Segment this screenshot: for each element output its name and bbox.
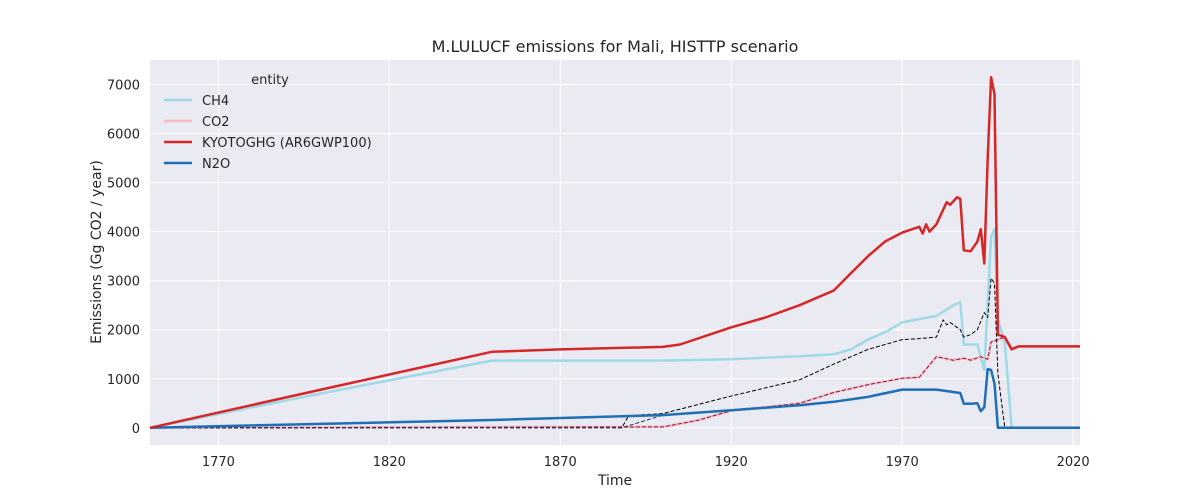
legend-label: N2O [202,157,230,172]
x-axis-label: Time [597,473,632,489]
x-tick-label: 1770 [202,455,235,470]
x-tick-label: 1870 [544,455,577,470]
series-lines [149,75,1080,430]
x-tick-label: 1970 [886,455,919,470]
legend: entity CH4 CO2 KYOTOGHG (AR6GWP100) N2O [164,73,372,172]
y-tick-label: 0 [132,422,140,437]
x-tick-label: 1920 [715,455,748,470]
legend-title: entity [251,73,289,88]
reference-dashed-line [150,277,1080,429]
legend-label: KYOTOGHG (AR6GWP100) [202,136,372,151]
y-tick-label: 3000 [107,275,140,290]
y-tick-label: 7000 [107,79,140,94]
series-line-kyotoghg-ar6gwp100 [149,75,1080,430]
y-tick-label: 1000 [107,373,140,388]
x-tick-label: 1820 [373,455,406,470]
x-tick-label: 2020 [1057,455,1090,470]
y-axis-label: Emissions (Gg CO2 / year) [89,160,105,344]
y-tick-label: 4000 [107,226,140,241]
y-tick-label: 6000 [107,128,140,143]
legend-label: CH4 [202,94,229,109]
legend-label: CO2 [202,115,230,130]
grid [150,60,1080,445]
y-tick-label: 2000 [107,324,140,339]
plot-background [150,60,1080,445]
tick-labels: 1770 1820 1870 1920 1970 2020 0 1000 2000 3000 400… [107,79,1090,470]
chart-title: M.LULUCF emissions for Mali, HISTTP scen… [432,37,799,56]
y-tick-label: 5000 [107,177,140,192]
series-line-n2o [149,367,1080,430]
